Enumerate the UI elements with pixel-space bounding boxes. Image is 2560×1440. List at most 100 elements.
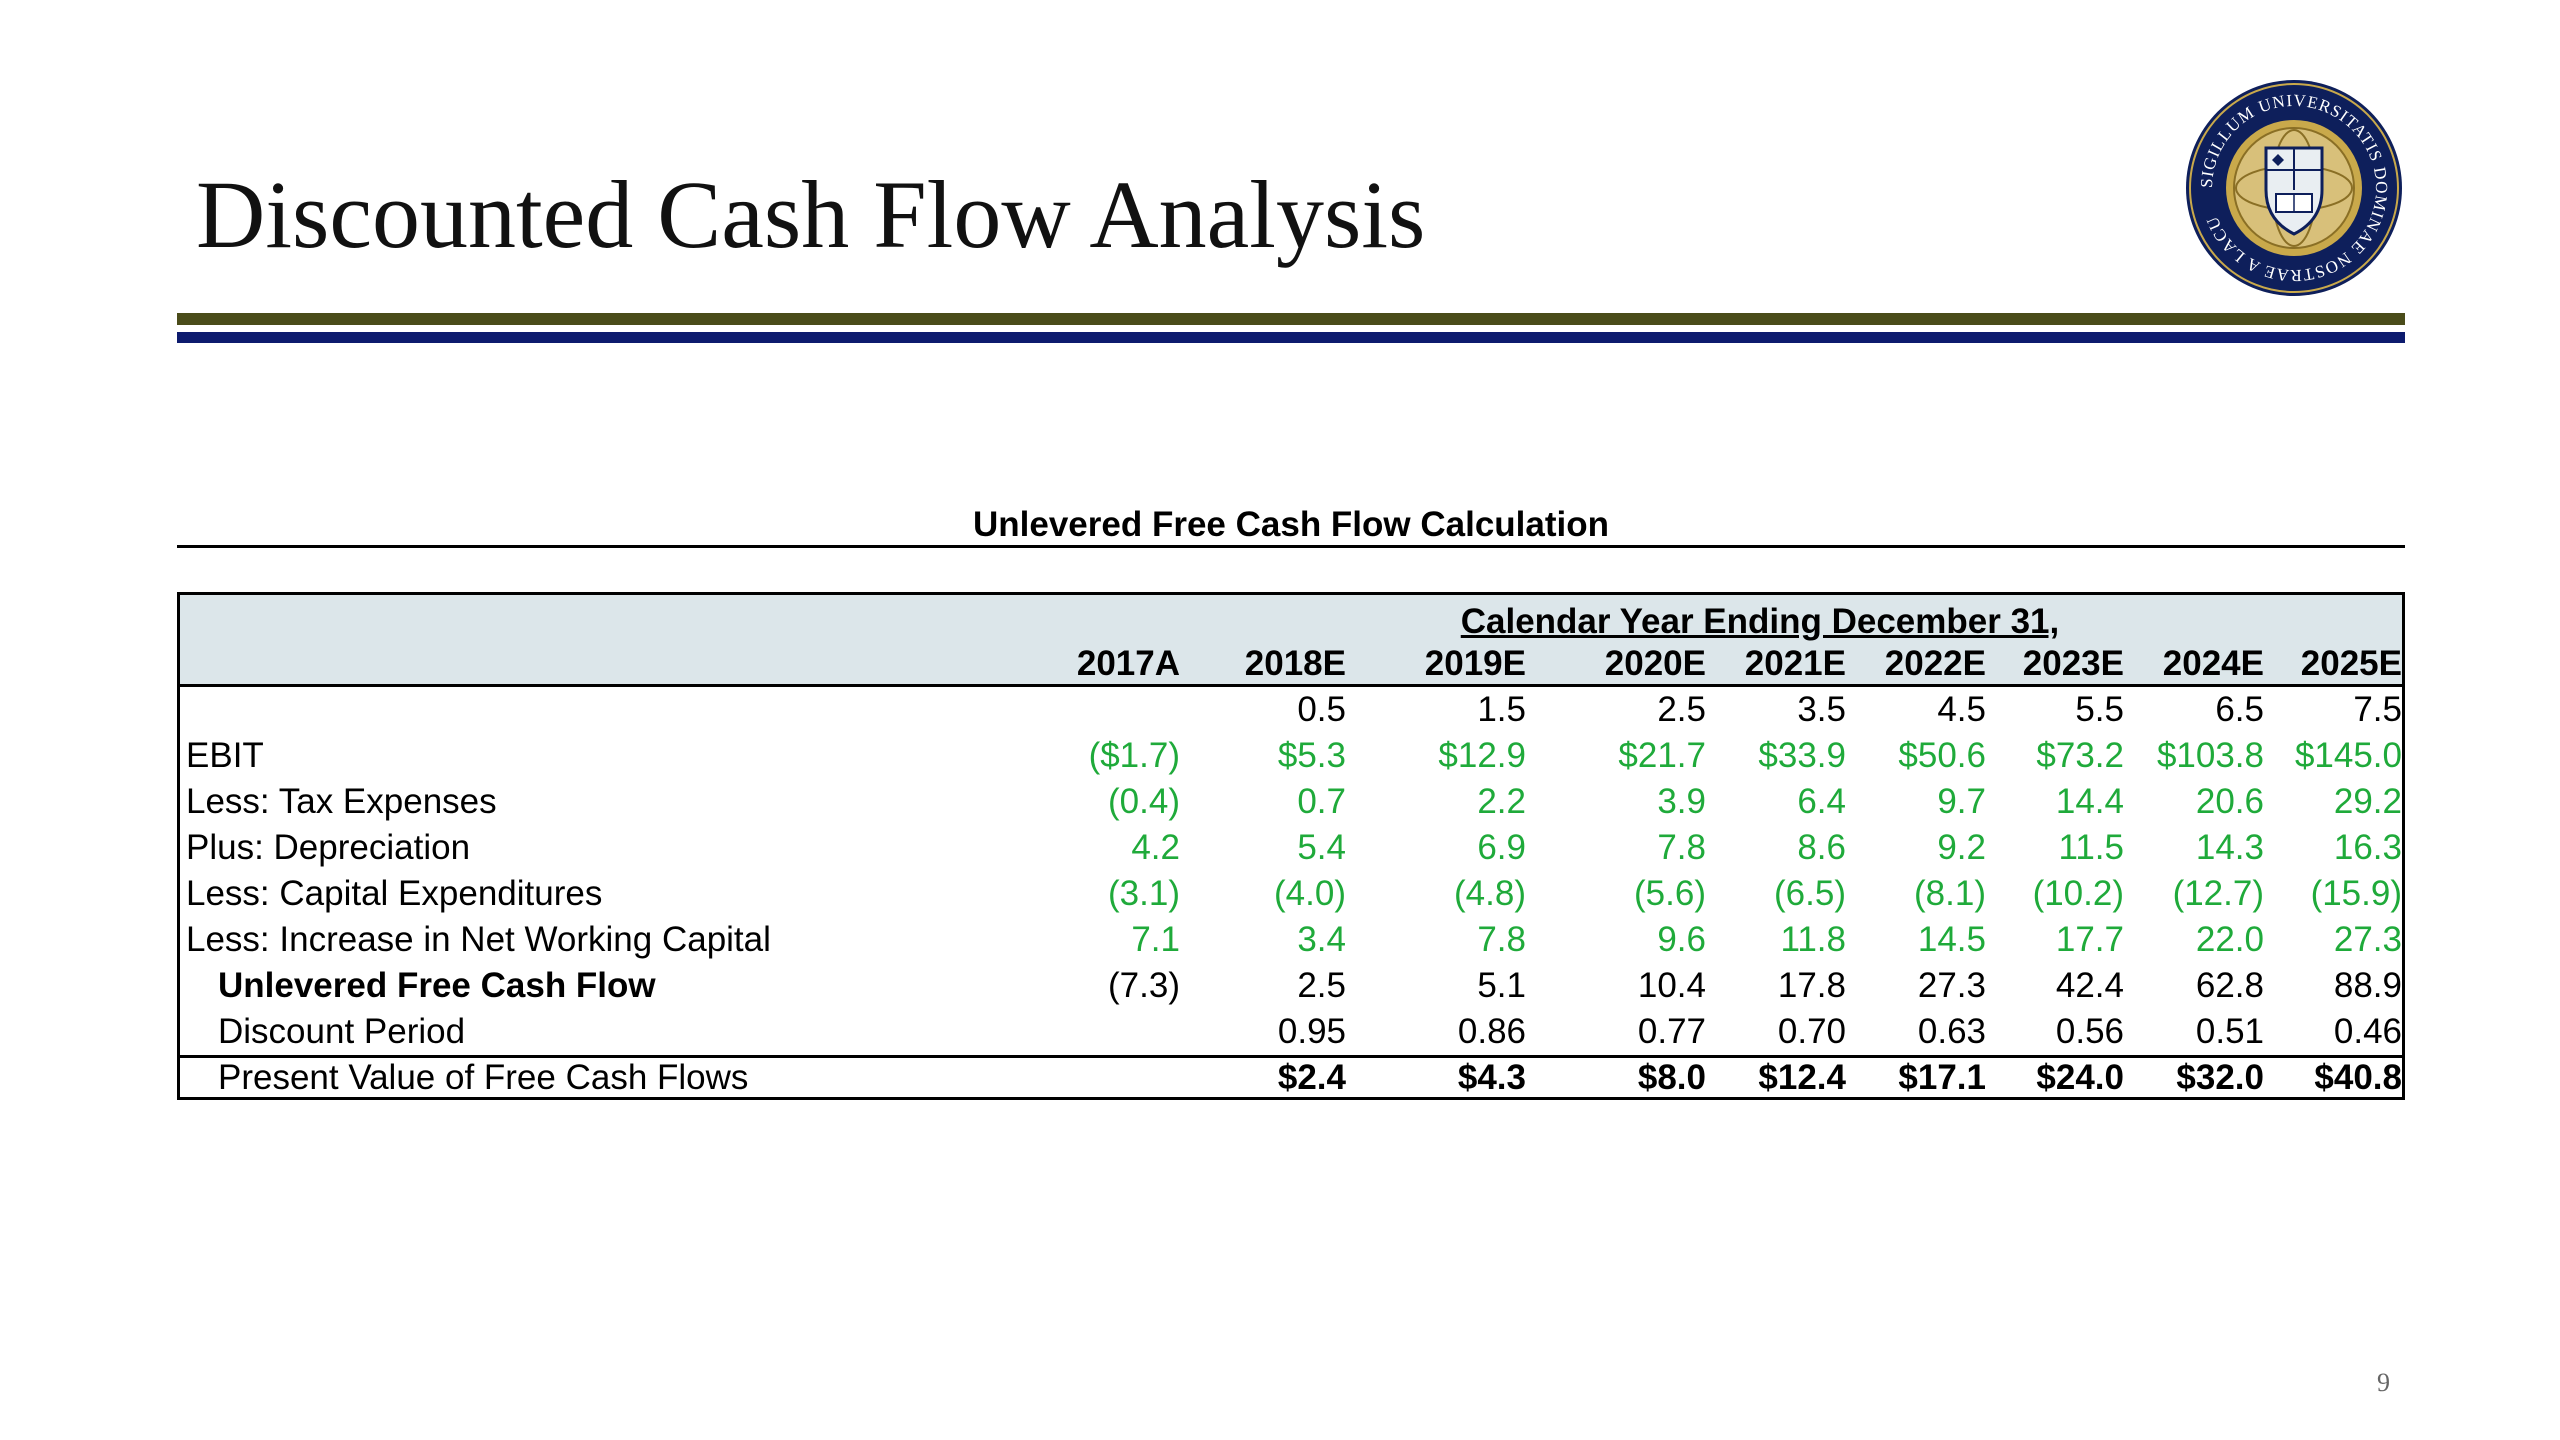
table-row: Less: Tax Expenses (0.4) 0.7 2.2 3.9 6.4 9.7 14…	[180, 779, 2402, 825]
table-cell: 5.5	[2075, 690, 2124, 729]
table-cell: 4.2	[1131, 828, 1180, 867]
page-number: 9	[2377, 1368, 2390, 1397]
table-cell: (0.4)	[1108, 782, 1180, 821]
table-cell: 20.6	[2195, 782, 2264, 821]
table-cell: 7.5	[2353, 690, 2402, 729]
table-cell: 14.3	[2195, 828, 2264, 867]
table-cell: $103.8	[2156, 736, 2264, 775]
row-label: EBIT	[186, 736, 264, 775]
fcf-table: Calendar Year Ending December 31, 2017A 2…	[177, 592, 2405, 1100]
table-cell: 0.56	[2055, 1012, 2124, 1051]
table-cell: 9.7	[1937, 782, 1986, 821]
table-cell: (7.3)	[1108, 966, 1180, 1005]
table-cell: 42.4	[2055, 966, 2124, 1005]
row-label: Present Value of Free Cash Flows	[218, 1058, 749, 1097]
table-cell: 9.6	[1657, 920, 1706, 959]
table-cell: $4.3	[1457, 1058, 1526, 1097]
table-cell: 10.4	[1637, 966, 1706, 1005]
table-cell: 29.2	[2333, 782, 2402, 821]
table-cell: (4.0)	[1274, 874, 1346, 913]
table-cell: (6.5)	[1774, 874, 1846, 913]
university-seal-icon: SIGILLUM UNIVERSITATIS DOMINAE NOSTRAE A…	[2186, 80, 2402, 296]
table-cell: 2.5	[1297, 966, 1346, 1005]
table-cell: $5.3	[1277, 736, 1346, 775]
table-cell: $145.0	[2294, 736, 2402, 775]
table-cell: $12.9	[1438, 736, 1526, 775]
year-header-cell: 2025E	[2300, 644, 2402, 683]
table-cell: 2.2	[1477, 782, 1526, 821]
table-cell: 5.4	[1297, 828, 1346, 867]
table-cell: 7.8	[1477, 920, 1526, 959]
table-cell: 0.46	[2333, 1012, 2402, 1051]
caption-rule	[177, 545, 2405, 548]
table-cell: 11.5	[2058, 828, 2124, 867]
table-cell: 7.1	[1131, 920, 1180, 959]
table-row: Less: Capital Expenditures (3.1) (4.0) (4.8…	[180, 871, 2402, 917]
table-cell: $8.0	[1637, 1058, 1706, 1097]
table-cell: 22.0	[2195, 920, 2264, 959]
table-cell: 0.95	[1277, 1012, 1346, 1051]
table-cell: $2.4	[1277, 1058, 1346, 1097]
table-cell: 17.7	[2055, 920, 2124, 959]
table-cell: 3.9	[1657, 782, 1706, 821]
year-header-cell: 2024E	[2162, 644, 2264, 683]
row-label: Discount Period	[218, 1012, 466, 1051]
table-row: Less: Increase in Net Working Capital 7.1…	[180, 917, 2402, 963]
table-cell: $50.6	[1898, 736, 1986, 775]
table-cell: $40.8	[2314, 1058, 2402, 1097]
table-cell: (5.6)	[1634, 874, 1706, 913]
row-label: Plus: Depreciation	[186, 828, 471, 867]
row-label: Less: Capital Expenditures	[186, 874, 603, 913]
table-cell: 11.8	[1780, 920, 1846, 959]
table-cell: 14.5	[1917, 920, 1986, 959]
table-cell: 9.2	[1937, 828, 1986, 867]
present-value-rule	[180, 1055, 2402, 1058]
table-cell: 0.5	[1297, 690, 1346, 729]
year-header-cell: 2021E	[1744, 644, 1846, 683]
table-cell: 0.51	[2195, 1012, 2264, 1051]
table-cell: (15.9)	[2310, 874, 2402, 913]
table-cell: 17.8	[1777, 966, 1846, 1005]
year-header-cell: 2023E	[2022, 644, 2124, 683]
table-cell: 7.8	[1657, 828, 1706, 867]
table-cell: $17.1	[1898, 1058, 1986, 1097]
table-cell: (10.2)	[2032, 874, 2124, 913]
table-cell: 16.3	[2333, 828, 2402, 867]
table-row: Discount Period 0.95 0.86 0.77 0.70 0.63 0.56 0…	[180, 1009, 2402, 1055]
row-label: Less: Increase in Net Working Capital	[186, 920, 771, 959]
table-cell: 3.5	[1797, 690, 1846, 729]
table-row: Unlevered Free Cash Flow (7.3) 2.5 5.1 10.4 1…	[180, 963, 2402, 1009]
title-rule-olive	[177, 313, 2405, 325]
table-cell: $21.7	[1618, 736, 1706, 775]
table-cell: (12.7)	[2172, 874, 2264, 913]
table-cell: $12.4	[1758, 1058, 1846, 1097]
table-cell: (8.1)	[1914, 874, 1986, 913]
table-cell: 0.7	[1297, 782, 1346, 821]
table-header: Calendar Year Ending December 31, 2017A 2…	[180, 595, 2402, 687]
table-row: EBIT ($1.7) $5.3 $12.9 $21.7 $33.9 $50.6 $73.2 $…	[180, 733, 2402, 779]
table-cell: 2.5	[1657, 690, 1706, 729]
table-row: 0.5 1.5 2.5 3.5 4.5 5.5 6.5 7.5	[180, 687, 2402, 733]
table-cell: $73.2	[2036, 736, 2124, 775]
row-label: Unlevered Free Cash Flow	[218, 966, 656, 1005]
table-cell: 14.4	[2055, 782, 2124, 821]
table-cell: 0.63	[1917, 1012, 1986, 1051]
year-header-row: 2017A 2018E 2019E 2020E 2021E 2022E 2023E 2024E…	[180, 641, 2402, 687]
table-cell: $33.9	[1758, 736, 1846, 775]
table-cell: 6.9	[1477, 828, 1526, 867]
table-cell: 6.5	[2215, 690, 2264, 729]
table-cell: $32.0	[2176, 1058, 2264, 1097]
table-cell: (4.8)	[1454, 874, 1526, 913]
year-header-cell: 2018E	[1244, 644, 1346, 683]
table-cell: 4.5	[1937, 690, 1986, 729]
table-cell: ($1.7)	[1088, 736, 1180, 775]
year-header-cell: 2020E	[1604, 644, 1706, 683]
calendar-year-header: Calendar Year Ending December 31,	[1460, 602, 2060, 641]
year-header-cell: 2019E	[1424, 644, 1526, 683]
table-cell: 27.3	[2333, 920, 2402, 959]
table-cell: 62.8	[2195, 966, 2264, 1005]
table-cell: 5.1	[1477, 966, 1526, 1005]
year-header-cell: 2017A	[1076, 644, 1180, 683]
table-row: Plus: Depreciation 4.2 5.4 6.9 7.8 8.6 9.2 11.5…	[180, 825, 2402, 871]
table-cell: (3.1)	[1108, 874, 1180, 913]
